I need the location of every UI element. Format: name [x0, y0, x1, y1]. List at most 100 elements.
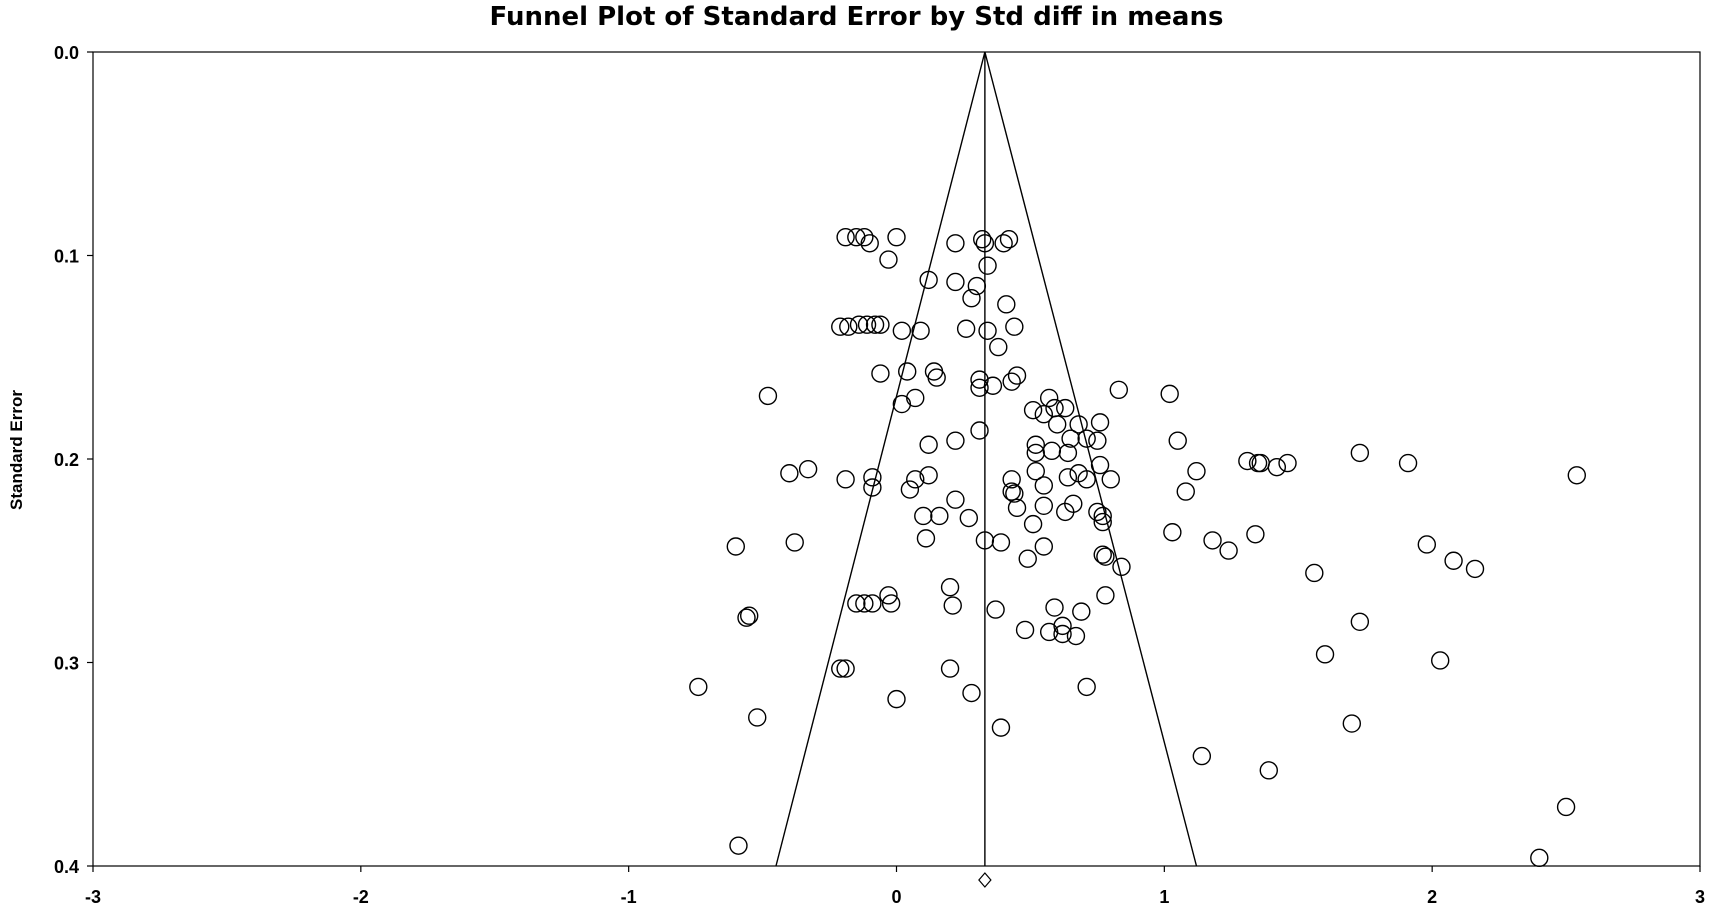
- study-point: [863, 594, 882, 613]
- study-point: [1267, 457, 1287, 477]
- study-point: [1007, 498, 1027, 518]
- study-point: [871, 315, 890, 334]
- study-point: [919, 435, 938, 454]
- study-point: [1042, 441, 1062, 461]
- study-point: [1305, 563, 1324, 583]
- study-point: [1026, 462, 1045, 481]
- study-point: [1026, 435, 1045, 454]
- study-point: [919, 466, 938, 485]
- study-point: [1101, 470, 1120, 489]
- study-point: [1096, 586, 1115, 605]
- study-point: [973, 230, 992, 249]
- study-point: [970, 378, 989, 397]
- study-point: [916, 529, 936, 548]
- funnel-left-limit: [775, 51, 986, 867]
- study-point: [1058, 468, 1078, 487]
- study-point: [831, 317, 850, 336]
- study-point: [887, 689, 906, 709]
- study-point: [881, 594, 901, 613]
- study-point: [689, 677, 708, 697]
- study-point: [906, 388, 925, 408]
- chart-title: Funnel Plot of Standard Error by Std dif…: [489, 2, 1224, 32]
- study-point: [1047, 415, 1067, 434]
- study-point: [847, 594, 866, 613]
- tick-labels: -3 -2 -1 0 1 2 3 0.0 0.1 0.2 0.3 0.4: [54, 43, 1705, 907]
- study-point: [1002, 470, 1021, 489]
- study-point: [1417, 535, 1437, 554]
- study-point: [1109, 380, 1129, 400]
- x-tick-label: -1: [621, 887, 637, 907]
- study-point: [1072, 602, 1091, 621]
- study-point: [863, 468, 882, 487]
- study-point: [871, 364, 890, 383]
- study-point: [911, 321, 930, 340]
- study-point: [1219, 541, 1238, 560]
- study-point: [1088, 502, 1107, 522]
- study-point: [1090, 455, 1110, 475]
- funnel-lines: [775, 51, 1198, 888]
- study-point: [1005, 317, 1024, 336]
- study-point: [989, 337, 1008, 357]
- study-point: [1064, 494, 1083, 513]
- study-point: [1045, 598, 1064, 617]
- study-point: [914, 506, 933, 526]
- study-point: [1077, 470, 1096, 489]
- plot-frame: [92, 51, 1701, 867]
- study-point: [1034, 537, 1054, 556]
- study-point: [887, 227, 906, 247]
- study-point: [758, 386, 778, 406]
- study-point: [946, 272, 965, 292]
- study-point: [940, 659, 960, 678]
- study-point: [860, 234, 879, 253]
- study-point: [1112, 557, 1131, 577]
- study-point: [978, 321, 997, 340]
- axes-layer: [87, 51, 1701, 872]
- study-point: [1096, 547, 1115, 566]
- y-tick-label: 0.2: [54, 450, 79, 470]
- study-point: [975, 234, 995, 253]
- study-point: [785, 533, 804, 552]
- study-point: [1278, 453, 1297, 473]
- study-point: [956, 319, 976, 338]
- study-point: [1350, 443, 1370, 463]
- funnel-right-limit: [984, 51, 1198, 867]
- x-tick-label: -3: [85, 887, 101, 907]
- study-point: [946, 490, 965, 509]
- study-point: [906, 470, 925, 489]
- study-point: [997, 295, 1016, 314]
- study-point: [1005, 484, 1024, 503]
- study-point: [1039, 388, 1059, 408]
- study-point: [831, 659, 850, 678]
- study-point: [892, 394, 912, 414]
- study-point: [898, 362, 917, 381]
- study-point: [1002, 482, 1021, 501]
- study-point: [1168, 431, 1187, 450]
- x-tick-label: 1: [1159, 887, 1169, 907]
- study-point: [919, 270, 938, 290]
- study-point: [849, 315, 869, 334]
- study-point: [1058, 443, 1078, 463]
- study-point: [1259, 761, 1278, 780]
- summary-diamond-marker: [978, 872, 992, 888]
- study-point: [863, 478, 882, 497]
- study-point: [1077, 429, 1096, 448]
- study-point: [1238, 451, 1257, 471]
- study-point: [967, 276, 987, 296]
- study-point: [1342, 714, 1362, 733]
- study-point: [1090, 413, 1110, 432]
- study-point: [855, 227, 874, 247]
- study-point: [1176, 482, 1195, 501]
- study-point: [959, 508, 979, 528]
- study-point: [1444, 551, 1463, 570]
- study-point: [1023, 514, 1043, 534]
- study-point: [892, 321, 912, 340]
- study-point: [1023, 400, 1043, 420]
- study-point: [726, 537, 745, 556]
- study-point: [999, 230, 1019, 249]
- study-point: [1034, 496, 1054, 516]
- study-point: [1093, 545, 1112, 564]
- study-point: [927, 368, 946, 387]
- study-point: [865, 315, 885, 334]
- study-point: [946, 431, 965, 450]
